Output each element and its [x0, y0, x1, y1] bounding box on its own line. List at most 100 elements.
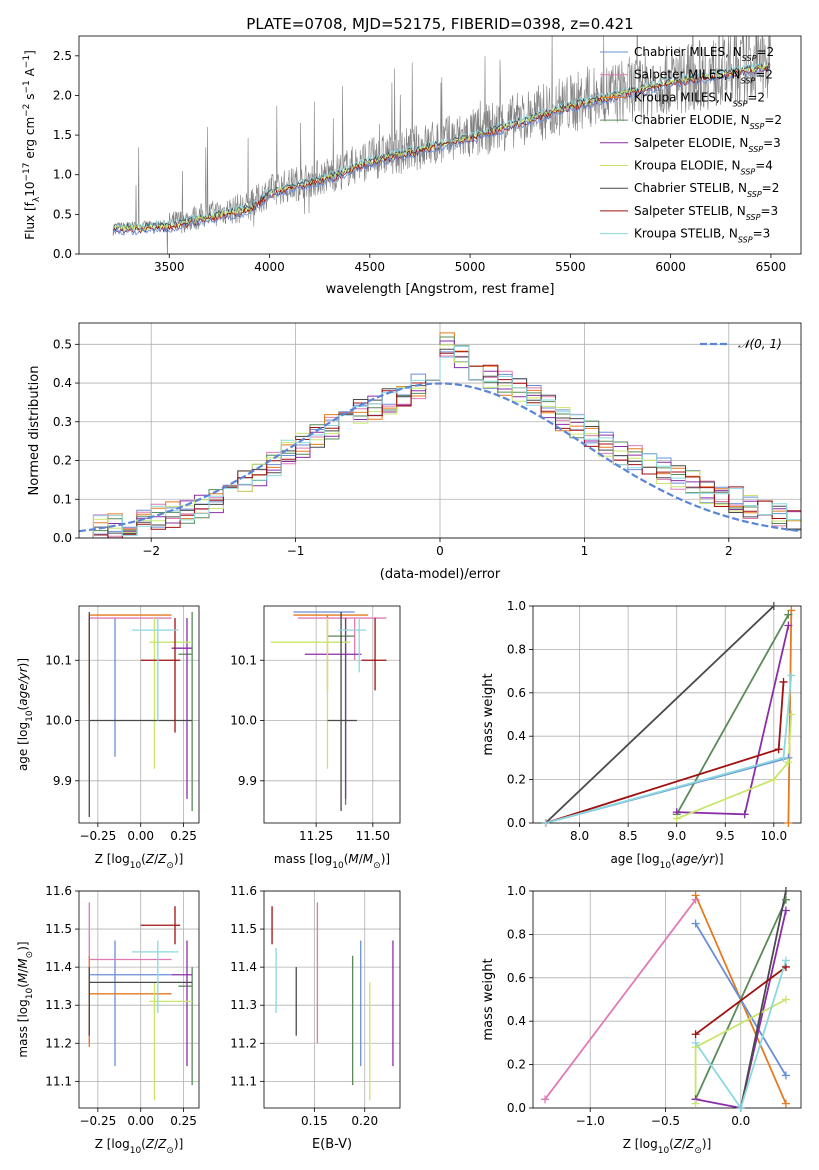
y-axis-label-part: −2 — [22, 104, 32, 117]
plot-area — [112, 36, 771, 254]
gaussian-legend-label: 𝒩(0, 1) — [738, 337, 782, 351]
x-tick-label: 0.00 — [127, 829, 154, 843]
legend-value: =3 — [763, 136, 781, 150]
axes-frame — [78, 890, 200, 1109]
weight-marker — [781, 995, 790, 1004]
weight-marker — [740, 810, 749, 819]
y-tick-label: 0.8 — [507, 927, 526, 941]
weight-marker — [781, 956, 790, 965]
legend-label: Kroupa STELIB, NSSP=3 — [634, 227, 770, 245]
x-axis-label-part: / — [154, 1137, 159, 1151]
weight-marker — [781, 887, 790, 895]
x-axis-label-part: )] — [381, 852, 390, 866]
weight-line-kr_stelib — [694, 960, 787, 1108]
weight-marker — [787, 671, 796, 680]
axes-frame — [78, 35, 802, 255]
legend-sub: SSP — [738, 235, 753, 244]
x-axis-label-part: M — [363, 852, 374, 866]
y-axis-label-part: / — [16, 968, 30, 973]
axes-frame — [263, 605, 401, 824]
histogram-kr_stelib — [79, 345, 801, 538]
weight-marker — [769, 602, 778, 610]
legend-label: Chabrier MILES, NSSP=2 — [634, 45, 774, 63]
legend-sub: SSP — [746, 212, 761, 221]
y-axis-label: Flux [fλ10−17 erg cm−2 s−1 A−1] — [22, 50, 42, 240]
y-axis-label-part: )] — [16, 658, 30, 667]
axes-frame — [78, 605, 200, 824]
x-axis-label: Z [log10(Z/Z⊙)] — [623, 1137, 712, 1156]
legend-value: =2 — [762, 181, 780, 195]
legend-text: Salpeter ELODIE, N — [634, 136, 748, 150]
x-axis-label-part: 10 — [130, 861, 142, 871]
x-tick-label: 8.5 — [619, 829, 638, 843]
y-axis-label-part: age/yr — [16, 666, 30, 705]
legend-value: =2 — [747, 90, 765, 104]
panel-massweight_vs_Z: −1.0 −0.5 0.00.00.20.40.60.81.0Z [log10(Z/… — [481, 884, 802, 1156]
grid-lines — [264, 606, 400, 823]
x-axis-label-part: age [log — [610, 852, 659, 866]
legend-sub: SSP — [741, 76, 756, 85]
weight-marker — [779, 753, 788, 762]
x-axis-label-part: Z — [145, 1137, 155, 1151]
x-tick-label: −0.5 — [651, 1114, 680, 1128]
legend-sub: SSP — [741, 167, 756, 176]
y-tick-label: 0.8 — [507, 642, 526, 656]
y-tick-label: 0.5 — [53, 207, 72, 221]
x-axis-label-part: Z [log — [95, 852, 130, 866]
legend-value: =3 — [753, 227, 771, 241]
legend-text: Kroupa ELODIE, N — [634, 159, 741, 173]
y-axis-label: mass weight — [481, 958, 496, 1040]
plot-area — [271, 902, 394, 1101]
weight-marker — [691, 891, 700, 900]
axes-frame — [263, 890, 401, 1109]
x-axis-label-part: 10 — [130, 1146, 142, 1156]
y-tick-label: 11.1 — [45, 1074, 72, 1088]
y-axis-label-part: ( — [16, 983, 30, 988]
weight-line-cb_stelib — [544, 606, 775, 823]
y-axis-label-part: 10 — [23, 182, 37, 197]
panel-residuals: −2 −1 0 1 2 0.0 0.1 0.2 0.3 0.4 0.5 𝒩(0, 1) (data-mo… — [27, 322, 802, 582]
weight-marker — [691, 1030, 700, 1039]
x-tick-label: 4000 — [254, 260, 285, 274]
legend-sub: SSP — [748, 144, 763, 153]
x-axis-label-part: Z [log — [95, 1137, 130, 1151]
weight-marker — [779, 677, 788, 686]
legend-text: Salpeter MILES, N — [634, 68, 741, 82]
x-axis-label-part: )] — [174, 852, 183, 866]
plot-area — [88, 902, 193, 1101]
x-axis-label-part: / — [154, 852, 159, 866]
grid-lines — [79, 606, 199, 823]
legend-text: Chabrier ELODIE, N — [634, 113, 750, 127]
y-axis-label-part: ⊙ — [25, 951, 35, 959]
y-tick-label: 0.6 — [507, 971, 526, 985]
y-axis-label-part: ( — [16, 706, 30, 711]
x-axis-label-part: Z — [145, 852, 155, 866]
axes-frame — [532, 890, 802, 1109]
y-axis-label: mass weight — [481, 673, 496, 755]
figure-title: PLATE=0708, MJD=52175, FIBERID=0398, z=0… — [246, 15, 633, 33]
x-axis-label-part: ⊙ — [166, 1146, 174, 1156]
y-axis-label-part: )] — [16, 941, 30, 950]
x-tick-label: 0 — [436, 544, 444, 558]
x-axis-label-part: ( — [141, 852, 146, 866]
legend-text: Kroupa STELIB, N — [634, 227, 738, 241]
y-tick-label: 2.5 — [53, 49, 72, 63]
legend-label: Kroupa ELODIE, NSSP=4 — [634, 159, 773, 177]
weight-marker — [774, 745, 783, 754]
x-axis-label: Z [log10(Z/Z⊙)] — [95, 1137, 184, 1156]
x-tick-label: −1 — [287, 544, 305, 558]
x-tick-label: 9.5 — [716, 829, 735, 843]
weight-line-sp_stelib — [695, 966, 787, 1035]
grid-lines — [264, 890, 400, 1108]
y-tick-label: 0.2 — [53, 454, 72, 468]
y-tick-label: 11.4 — [230, 960, 257, 974]
y-tick-label: 11.4 — [45, 960, 72, 974]
y-axis-label-part: 10 — [25, 988, 35, 1000]
weight-line-sp_elodie — [695, 910, 787, 1108]
y-tick-label: 0.4 — [507, 729, 526, 743]
weight-marker — [781, 1099, 790, 1108]
legend-value: =2 — [764, 113, 782, 127]
y-axis-label-part: erg cm — [23, 117, 37, 163]
x-tick-label: 5500 — [555, 260, 586, 274]
